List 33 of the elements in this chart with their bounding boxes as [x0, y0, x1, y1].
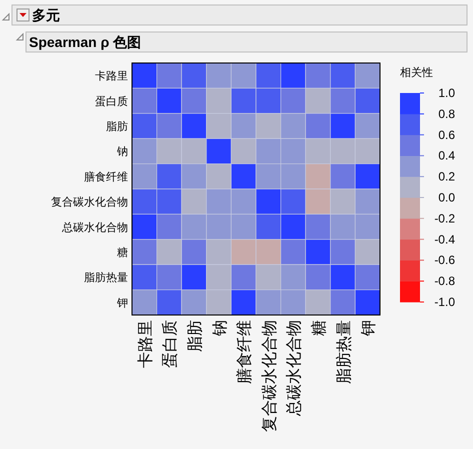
- color-bar-label: -0.6: [434, 253, 456, 268]
- y-tick-label: 复合碳水化合物: [51, 196, 128, 209]
- y-tick-label: 膳食纤维: [84, 170, 128, 184]
- color-bar-label: 0.4: [438, 148, 456, 163]
- y-tick-label: 脂肪热量: [84, 271, 128, 284]
- y-tick-label: 蛋白质: [95, 94, 128, 108]
- y-tick-label: 脂肪: [106, 120, 128, 133]
- x-tick-label: 钾: [360, 320, 378, 337]
- color-bar-label: -0.4: [434, 232, 456, 246]
- x-tick-label: 总碳水化合物: [285, 320, 304, 417]
- y-tick-label: 总碳水化合物: [61, 220, 128, 234]
- y-tick-label: 糖: [117, 246, 128, 259]
- x-tick-label: 钠: [212, 320, 229, 337]
- color-bar-label: 0.0: [438, 190, 456, 204]
- chart-subtitle: Spearman ρ 色图: [29, 34, 142, 50]
- y-tick-label: 钾: [116, 297, 128, 310]
- color-bar-label: -0.8: [434, 274, 456, 288]
- color-bar-label: 0.8: [438, 106, 456, 121]
- color-bar-label: -1.0: [434, 295, 456, 309]
- y-tick-label: 钠: [116, 146, 128, 158]
- x-tick-label: 复合碳水化合物: [260, 320, 278, 432]
- color-bar-label: 0.6: [438, 128, 456, 142]
- y-tick-label: 卡路里: [95, 70, 128, 83]
- x-tick-label: 脂肪: [186, 320, 204, 352]
- x-tick-label: 脂肪热量: [334, 320, 353, 384]
- color-bar-label: -0.2: [434, 211, 456, 226]
- chart-title: 多元: [32, 7, 60, 23]
- x-tick-label: 糖: [310, 320, 328, 336]
- x-tick-label: 蛋白质: [161, 320, 180, 368]
- color-bar-label: 0.2: [438, 170, 456, 184]
- color-bar-label: 1.0: [438, 86, 456, 100]
- x-tick-label: 膳食纤维: [236, 320, 254, 384]
- color-bar-title: 相关性: [400, 66, 433, 79]
